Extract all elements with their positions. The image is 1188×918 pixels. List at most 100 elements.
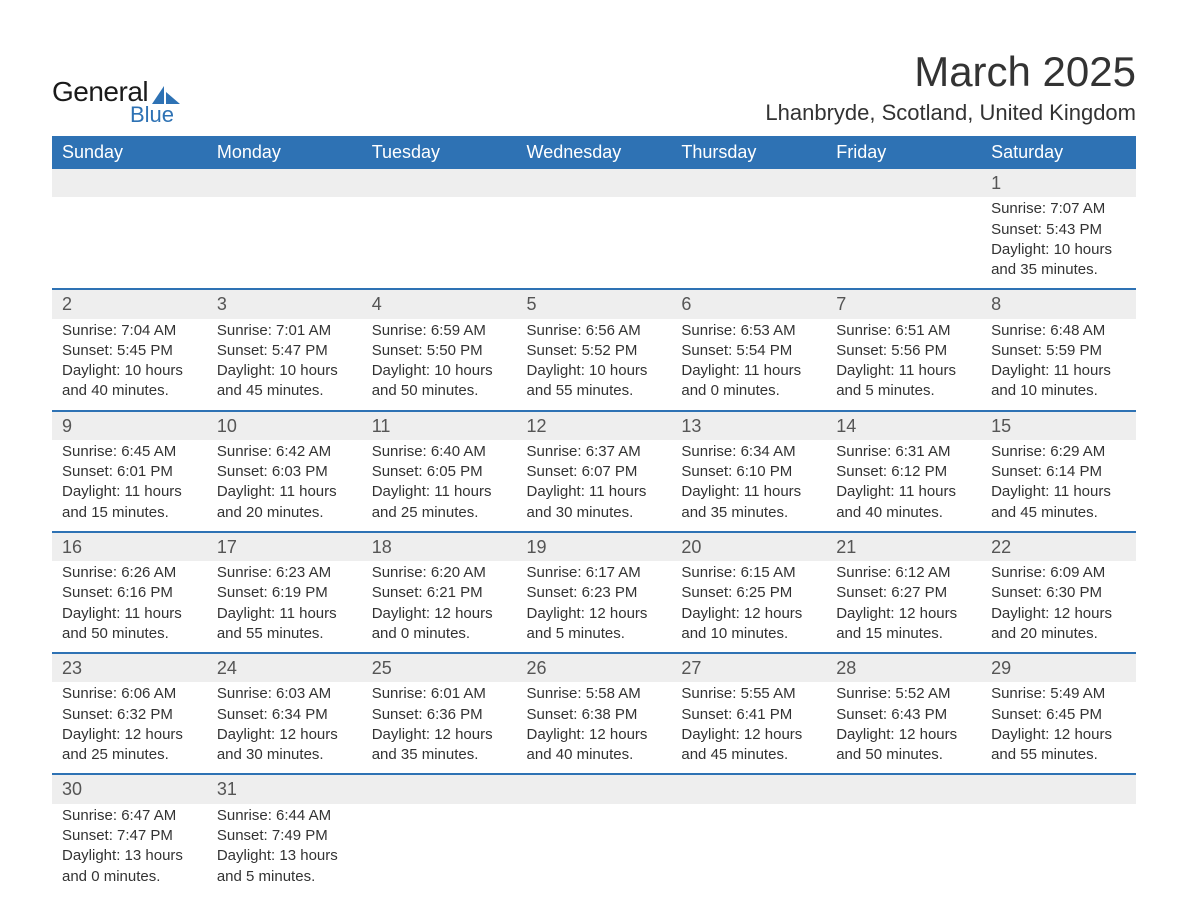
day-header: Tuesday (362, 136, 517, 169)
day-info-line: Sunset: 6:27 PM (836, 583, 971, 603)
day-number-cell (52, 169, 207, 197)
day-info-line: Sunset: 5:50 PM (372, 341, 507, 361)
day-info-line: Sunrise: 7:07 AM (991, 199, 1126, 219)
day-data-cell: Sunrise: 6:31 AMSunset: 6:12 PMDaylight:… (826, 440, 981, 532)
day-number-cell: 5 (517, 289, 672, 318)
day-info-line: and 0 minutes. (62, 867, 197, 887)
day-info-line: Sunset: 6:45 PM (991, 705, 1126, 725)
day-info-line: and 25 minutes. (372, 503, 507, 523)
day-header-row: Sunday Monday Tuesday Wednesday Thursday… (52, 136, 1136, 169)
day-data-cell (671, 197, 826, 289)
day-info-line: Daylight: 11 hours (217, 604, 352, 624)
day-info-line: Daylight: 12 hours (991, 604, 1126, 624)
day-info-line: Sunset: 7:47 PM (62, 826, 197, 846)
day-info-line: and 40 minutes. (527, 745, 662, 765)
day-number-cell: 4 (362, 289, 517, 318)
day-data-cell (517, 197, 672, 289)
day-number-cell: 28 (826, 653, 981, 682)
day-info-line: Daylight: 12 hours (527, 725, 662, 745)
day-info-line: Sunset: 5:43 PM (991, 220, 1126, 240)
day-info-line: Sunset: 6:16 PM (62, 583, 197, 603)
day-info-line: Sunset: 6:41 PM (681, 705, 816, 725)
day-data-cell: Sunrise: 6:17 AMSunset: 6:23 PMDaylight:… (517, 561, 672, 653)
day-info-line: Daylight: 10 hours (217, 361, 352, 381)
day-info-line: Sunrise: 5:52 AM (836, 684, 971, 704)
day-data-cell: Sunrise: 6:40 AMSunset: 6:05 PMDaylight:… (362, 440, 517, 532)
day-info-line: and 55 minutes. (991, 745, 1126, 765)
day-info-line: Sunset: 6:03 PM (217, 462, 352, 482)
day-data-cell: Sunrise: 6:03 AMSunset: 6:34 PMDaylight:… (207, 682, 362, 774)
week-number-row: 1 (52, 169, 1136, 197)
day-info-line: and 30 minutes. (527, 503, 662, 523)
day-data-cell: Sunrise: 6:29 AMSunset: 6:14 PMDaylight:… (981, 440, 1136, 532)
day-number-cell: 26 (517, 653, 672, 682)
day-data-cell (826, 197, 981, 289)
day-info-line: Sunset: 6:07 PM (527, 462, 662, 482)
day-number-cell: 19 (517, 532, 672, 561)
day-info-line: and 45 minutes. (217, 381, 352, 401)
day-info-line: and 25 minutes. (62, 745, 197, 765)
day-info-line: Sunrise: 7:01 AM (217, 321, 352, 341)
day-data-cell (671, 804, 826, 895)
day-data-cell (362, 804, 517, 895)
header: General Blue March 2025 Lhanbryde, Scotl… (52, 48, 1136, 128)
day-number-cell: 18 (362, 532, 517, 561)
day-data-cell: Sunrise: 6:53 AMSunset: 5:54 PMDaylight:… (671, 319, 826, 411)
day-number-cell: 24 (207, 653, 362, 682)
week-number-row: 23242526272829 (52, 653, 1136, 682)
day-info-line: Sunset: 5:56 PM (836, 341, 971, 361)
day-info-line: and 40 minutes. (836, 503, 971, 523)
day-info-line: Sunrise: 6:20 AM (372, 563, 507, 583)
day-info-line: Sunset: 6:25 PM (681, 583, 816, 603)
day-info-line: and 15 minutes. (62, 503, 197, 523)
logo-text-blue: Blue (130, 102, 180, 128)
day-info-line: Sunrise: 5:55 AM (681, 684, 816, 704)
day-info-line: Sunrise: 6:26 AM (62, 563, 197, 583)
day-number-cell: 9 (52, 411, 207, 440)
day-data-cell: Sunrise: 6:47 AMSunset: 7:47 PMDaylight:… (52, 804, 207, 895)
day-info-line: Sunset: 6:01 PM (62, 462, 197, 482)
day-info-line: Sunrise: 6:40 AM (372, 442, 507, 462)
day-header: Monday (207, 136, 362, 169)
day-info-line: Sunset: 6:12 PM (836, 462, 971, 482)
day-info-line: Daylight: 11 hours (527, 482, 662, 502)
day-info-line: and 35 minutes. (681, 503, 816, 523)
day-header: Sunday (52, 136, 207, 169)
day-header: Friday (826, 136, 981, 169)
day-number-cell: 1 (981, 169, 1136, 197)
day-info-line: Sunrise: 6:01 AM (372, 684, 507, 704)
day-info-line: Sunrise: 6:06 AM (62, 684, 197, 704)
day-info-line: Daylight: 11 hours (681, 482, 816, 502)
week-number-row: 16171819202122 (52, 532, 1136, 561)
day-number-cell (517, 169, 672, 197)
day-info-line: Sunrise: 6:53 AM (681, 321, 816, 341)
day-info-line: Daylight: 12 hours (62, 725, 197, 745)
day-number-cell (517, 774, 672, 803)
day-data-cell: Sunrise: 6:44 AMSunset: 7:49 PMDaylight:… (207, 804, 362, 895)
day-data-cell: Sunrise: 6:09 AMSunset: 6:30 PMDaylight:… (981, 561, 1136, 653)
day-data-cell: Sunrise: 6:37 AMSunset: 6:07 PMDaylight:… (517, 440, 672, 532)
day-info-line: and 35 minutes. (991, 260, 1126, 280)
day-number-cell (826, 169, 981, 197)
week-data-row: Sunrise: 6:06 AMSunset: 6:32 PMDaylight:… (52, 682, 1136, 774)
day-info-line: Sunrise: 7:04 AM (62, 321, 197, 341)
week-data-row: Sunrise: 6:47 AMSunset: 7:47 PMDaylight:… (52, 804, 1136, 895)
day-info-line: Sunrise: 6:42 AM (217, 442, 352, 462)
day-info-line: and 35 minutes. (372, 745, 507, 765)
day-info-line: Daylight: 11 hours (62, 604, 197, 624)
day-data-cell: Sunrise: 6:12 AMSunset: 6:27 PMDaylight:… (826, 561, 981, 653)
location-subtitle: Lhanbryde, Scotland, United Kingdom (765, 100, 1136, 126)
day-info-line: and 0 minutes. (372, 624, 507, 644)
day-data-cell: Sunrise: 5:52 AMSunset: 6:43 PMDaylight:… (826, 682, 981, 774)
day-info-line: Sunrise: 6:03 AM (217, 684, 352, 704)
day-number-cell: 6 (671, 289, 826, 318)
day-info-line: Sunrise: 6:56 AM (527, 321, 662, 341)
day-info-line: Daylight: 11 hours (991, 482, 1126, 502)
day-data-cell: Sunrise: 7:01 AMSunset: 5:47 PMDaylight:… (207, 319, 362, 411)
day-number-cell: 22 (981, 532, 1136, 561)
day-info-line: Sunrise: 6:15 AM (681, 563, 816, 583)
day-data-cell: Sunrise: 5:55 AMSunset: 6:41 PMDaylight:… (671, 682, 826, 774)
day-info-line: and 20 minutes. (991, 624, 1126, 644)
day-data-cell (517, 804, 672, 895)
day-info-line: Daylight: 12 hours (372, 604, 507, 624)
